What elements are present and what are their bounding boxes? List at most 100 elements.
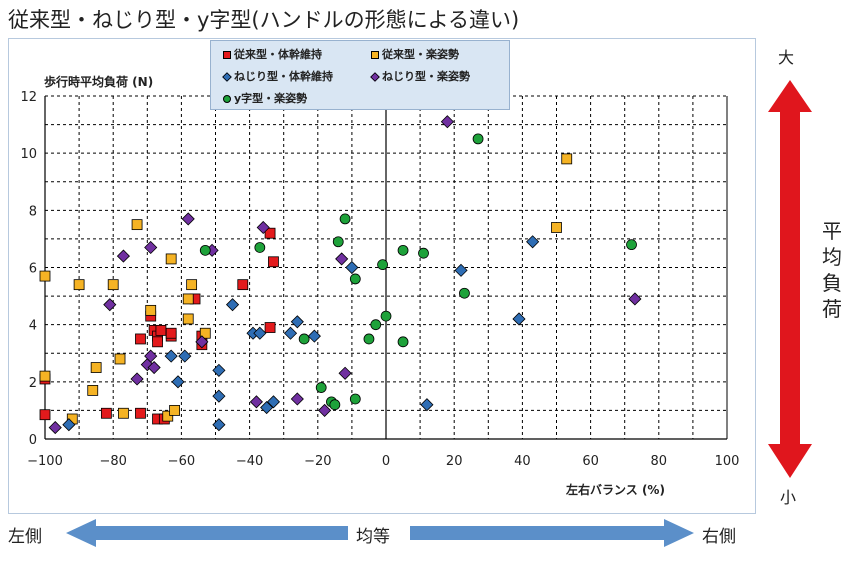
data-point-diamond	[283, 326, 298, 340]
data-point-diamond	[290, 392, 304, 406]
average-load-label: 平均負荷	[822, 219, 842, 321]
data-point-diamond	[249, 395, 263, 409]
data-point-diamond	[253, 326, 267, 340]
legend-label: y字型・楽姿勢	[234, 92, 308, 105]
data-point-circle	[397, 244, 409, 256]
y-tick-label: 4	[29, 319, 37, 334]
data-point-square	[39, 270, 51, 282]
legend-item-1: 従来型・楽姿勢	[371, 46, 459, 62]
data-point-square	[551, 222, 562, 233]
x-axis-label: 左右バランス (%)	[566, 483, 665, 497]
data-point-diamond	[147, 360, 161, 375]
data-point-diamond	[178, 349, 192, 363]
data-point-circle	[370, 319, 382, 331]
load-double-arrow	[768, 80, 812, 478]
data-point-diamond	[212, 418, 226, 432]
scale-top-label: 大	[778, 48, 795, 67]
data-point-circle	[254, 242, 266, 253]
data-point-circle	[363, 333, 375, 345]
data-point-diamond	[526, 235, 540, 249]
legend-label: ねじり型・楽姿勢	[382, 70, 470, 83]
legend-item-4: y字型・楽姿勢	[223, 90, 307, 106]
data-point-diamond	[103, 298, 117, 312]
data-point-square	[135, 407, 146, 419]
data-point-circle	[377, 259, 388, 271]
data-point-square	[264, 322, 276, 333]
y-tick-label: 8	[29, 204, 37, 219]
data-point-diamond	[290, 315, 304, 329]
right-arrow	[410, 519, 694, 547]
data-point-circle	[397, 336, 409, 348]
x-tick-label: 60	[582, 454, 599, 469]
legend-marker-diamond-purple	[370, 72, 380, 82]
data-point-square	[186, 279, 198, 291]
data-point-diamond	[318, 403, 332, 417]
y-axis-label: 歩行時平均負荷 (N)	[44, 75, 154, 89]
data-point-square	[152, 336, 163, 348]
x-tick-label: 100	[715, 454, 740, 469]
x-tick-label: −80	[99, 454, 126, 469]
data-point-square	[39, 409, 51, 421]
data-point-diamond	[338, 366, 352, 380]
page-title: 従来型・ねじり型・y字型(ハンドルの形態による違い)	[8, 8, 520, 32]
data-point-circle	[199, 244, 211, 256]
data-point-square	[131, 219, 143, 231]
y-tick-label: 10	[20, 147, 37, 162]
legend-marker-square-red	[223, 51, 231, 59]
data-point-square	[264, 227, 276, 239]
x-tick-label: 40	[514, 454, 531, 469]
legend-marker-square-orange	[371, 51, 379, 59]
data-point-square	[268, 256, 279, 268]
data-point-square	[118, 407, 129, 419]
chart-frame	[8, 38, 756, 514]
data-point-diamond	[212, 363, 226, 377]
x-tick-label: −60	[168, 454, 195, 469]
y-tick-label: 12	[20, 90, 37, 105]
data-point-diamond	[164, 349, 178, 363]
data-point-diamond	[212, 389, 226, 403]
data-point-circle	[329, 399, 341, 411]
data-point-diamond	[116, 249, 130, 263]
legend-label: ねじり型・体幹維持	[234, 70, 333, 83]
data-point-square	[114, 353, 126, 365]
data-point-square	[100, 407, 112, 419]
legend-item-3: ねじり型・楽姿勢	[370, 68, 470, 84]
data-point-square	[165, 327, 177, 339]
data-point-diamond	[171, 375, 185, 389]
data-point-diamond	[307, 329, 321, 343]
data-point-diamond	[266, 395, 281, 409]
legend-marker-circle-green	[223, 95, 231, 103]
left-arrow	[66, 519, 348, 547]
data-point-square	[73, 279, 85, 291]
legend-item-2: ねじり型・体幹維持	[222, 68, 333, 84]
data-point-square	[237, 279, 249, 291]
data-point-square	[135, 333, 146, 345]
balanced-label: 均等	[356, 527, 390, 547]
data-point-diamond	[130, 372, 144, 386]
data-point-circle	[315, 382, 327, 393]
data-point-square	[87, 385, 99, 396]
data-point-circle	[418, 247, 429, 259]
data-point-diamond	[256, 220, 270, 235]
y-tick-label: 6	[29, 262, 37, 277]
x-tick-label: −20	[304, 454, 331, 469]
data-point-circle	[349, 393, 361, 405]
data-point-square	[199, 327, 211, 339]
data-point-diamond	[420, 398, 434, 412]
y-tick-label: 0	[29, 433, 37, 448]
data-point-diamond	[512, 312, 526, 326]
data-point-circle	[626, 239, 637, 251]
data-point-diamond	[335, 252, 349, 266]
data-point-diamond	[628, 292, 642, 306]
legend-label: 従来型・体幹維持	[234, 48, 322, 61]
legend: 従来型・体幹維持 従来型・楽姿勢 ねじり型・体幹維持 ねじり型・楽姿勢 y字型・…	[210, 40, 510, 110]
data-point-square	[561, 153, 573, 165]
data-point-square	[165, 253, 177, 265]
data-point-square	[155, 324, 167, 336]
data-point-diamond	[225, 298, 240, 312]
x-tick-label: 80	[651, 454, 668, 469]
data-point-diamond	[440, 115, 454, 129]
data-point-square	[182, 313, 194, 325]
legend-marker-diamond-blue	[222, 72, 232, 82]
